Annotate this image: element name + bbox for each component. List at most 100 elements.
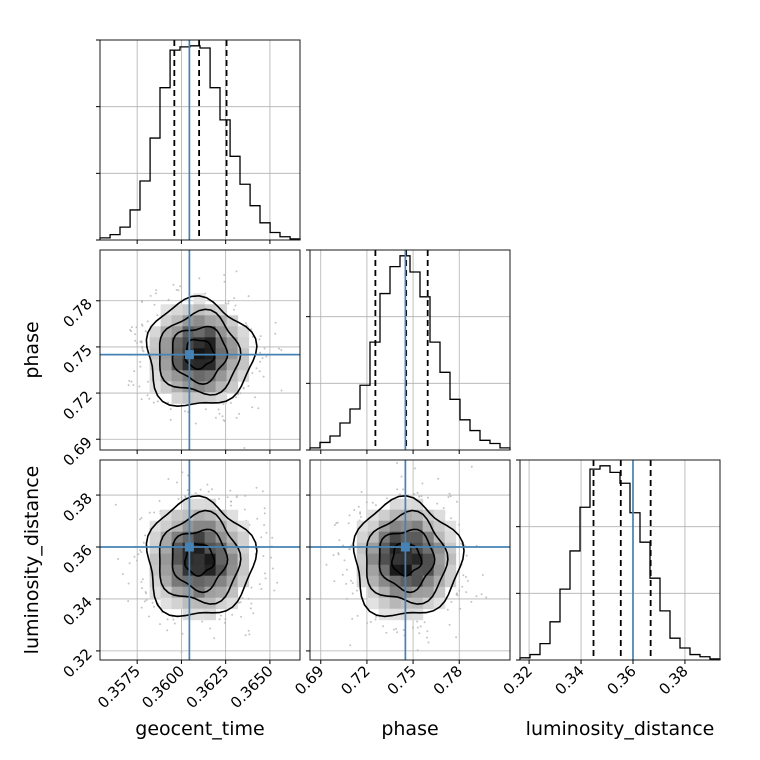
- density-cell: [204, 586, 217, 599]
- density-cell: [193, 359, 206, 371]
- sample-point: [437, 477, 440, 480]
- density-cell: [160, 359, 173, 371]
- panel-frame: [519, 459, 721, 661]
- density-cell: [226, 359, 239, 371]
- density-cell: [226, 586, 239, 599]
- sample-point: [156, 400, 159, 403]
- density-cell: [204, 520, 217, 533]
- sample-point: [194, 492, 197, 495]
- density-cell: [171, 392, 184, 404]
- density-cell: [444, 542, 457, 555]
- sample-point: [134, 333, 136, 336]
- density-cell: [204, 509, 217, 522]
- sample-point: [259, 335, 262, 338]
- density-cell: [389, 520, 402, 533]
- contour-level: [183, 542, 216, 577]
- density-cell: [149, 326, 162, 338]
- density-cell: [367, 542, 380, 555]
- sample-point: [396, 631, 399, 634]
- density-cell: [204, 326, 217, 338]
- density-cell: [237, 542, 250, 555]
- density-cell: [422, 553, 435, 566]
- sample-point: [382, 625, 385, 628]
- sample-point: [172, 283, 175, 286]
- sample-point: [247, 295, 250, 298]
- sample-point: [343, 559, 346, 562]
- sample-point: [140, 606, 143, 609]
- density-cell: [411, 509, 424, 522]
- sample-point: [470, 465, 473, 468]
- panel-frame: [99, 39, 301, 241]
- sample-point: [139, 340, 142, 343]
- density-cell: [411, 520, 424, 533]
- y-tick-label-phase: 0.75: [59, 341, 95, 377]
- density-cell: [215, 597, 228, 610]
- density-cell: [356, 520, 369, 533]
- density-cell: [237, 564, 250, 577]
- density-cell: [160, 315, 173, 327]
- density-cell: [378, 586, 391, 599]
- truth-marker: [184, 542, 194, 552]
- density-cell: [226, 520, 239, 533]
- density-cell: [171, 553, 184, 566]
- density-cell: [149, 564, 162, 577]
- sample-point: [270, 556, 273, 559]
- density-cell: [171, 597, 184, 610]
- sample-point: [274, 332, 277, 335]
- density-cell: [204, 531, 217, 544]
- sample-point: [223, 621, 226, 624]
- density-cell: [160, 553, 173, 566]
- sample-point: [140, 581, 143, 583]
- sample-point: [359, 511, 362, 514]
- density-cell: [193, 315, 206, 327]
- density-cell: [226, 553, 239, 566]
- sample-point: [280, 349, 283, 351]
- density-cell: [193, 520, 206, 533]
- sample-point: [235, 496, 238, 499]
- sample-point: [262, 375, 265, 378]
- sample-point: [353, 509, 356, 511]
- sample-point: [243, 508, 246, 511]
- density-cell: [204, 337, 217, 349]
- density-cell: [182, 597, 195, 610]
- sample-point: [466, 580, 469, 582]
- sample-point: [446, 608, 449, 611]
- density-cell: [226, 381, 239, 393]
- density-cell: [160, 531, 173, 544]
- sample-point: [180, 651, 183, 654]
- sample-point: [239, 601, 242, 604]
- sample-point: [465, 575, 467, 578]
- density-cell: [160, 586, 173, 599]
- density-cell: [215, 326, 228, 338]
- sample-point: [243, 447, 246, 449]
- sample-point: [144, 534, 147, 537]
- density-cell: [160, 326, 173, 338]
- density-cell: [378, 597, 391, 610]
- density-cell: [367, 564, 380, 577]
- density-cell: [193, 608, 206, 621]
- density-cell: [171, 315, 184, 327]
- sample-point: [87, 366, 89, 368]
- density-cell: [444, 564, 457, 577]
- sample-point: [418, 632, 421, 635]
- sample-point: [264, 577, 267, 580]
- sample-point: [218, 497, 220, 500]
- sample-point: [140, 551, 143, 553]
- sample-point: [360, 491, 363, 493]
- sample-point: [465, 554, 468, 557]
- density-cell: [160, 520, 173, 533]
- histogram-luminosity_distance: [519, 465, 721, 660]
- sample-point: [135, 326, 138, 329]
- density-cell: [149, 359, 162, 371]
- sample-point: [224, 302, 227, 305]
- sample-point: [210, 488, 213, 491]
- sample-point: [140, 398, 143, 401]
- sample-point: [132, 384, 135, 386]
- sample-point: [244, 494, 247, 497]
- sample-point: [416, 649, 419, 652]
- sample-point: [265, 531, 268, 534]
- density-cell: [400, 608, 413, 621]
- density-cell: [182, 509, 195, 522]
- sample-point: [462, 574, 465, 577]
